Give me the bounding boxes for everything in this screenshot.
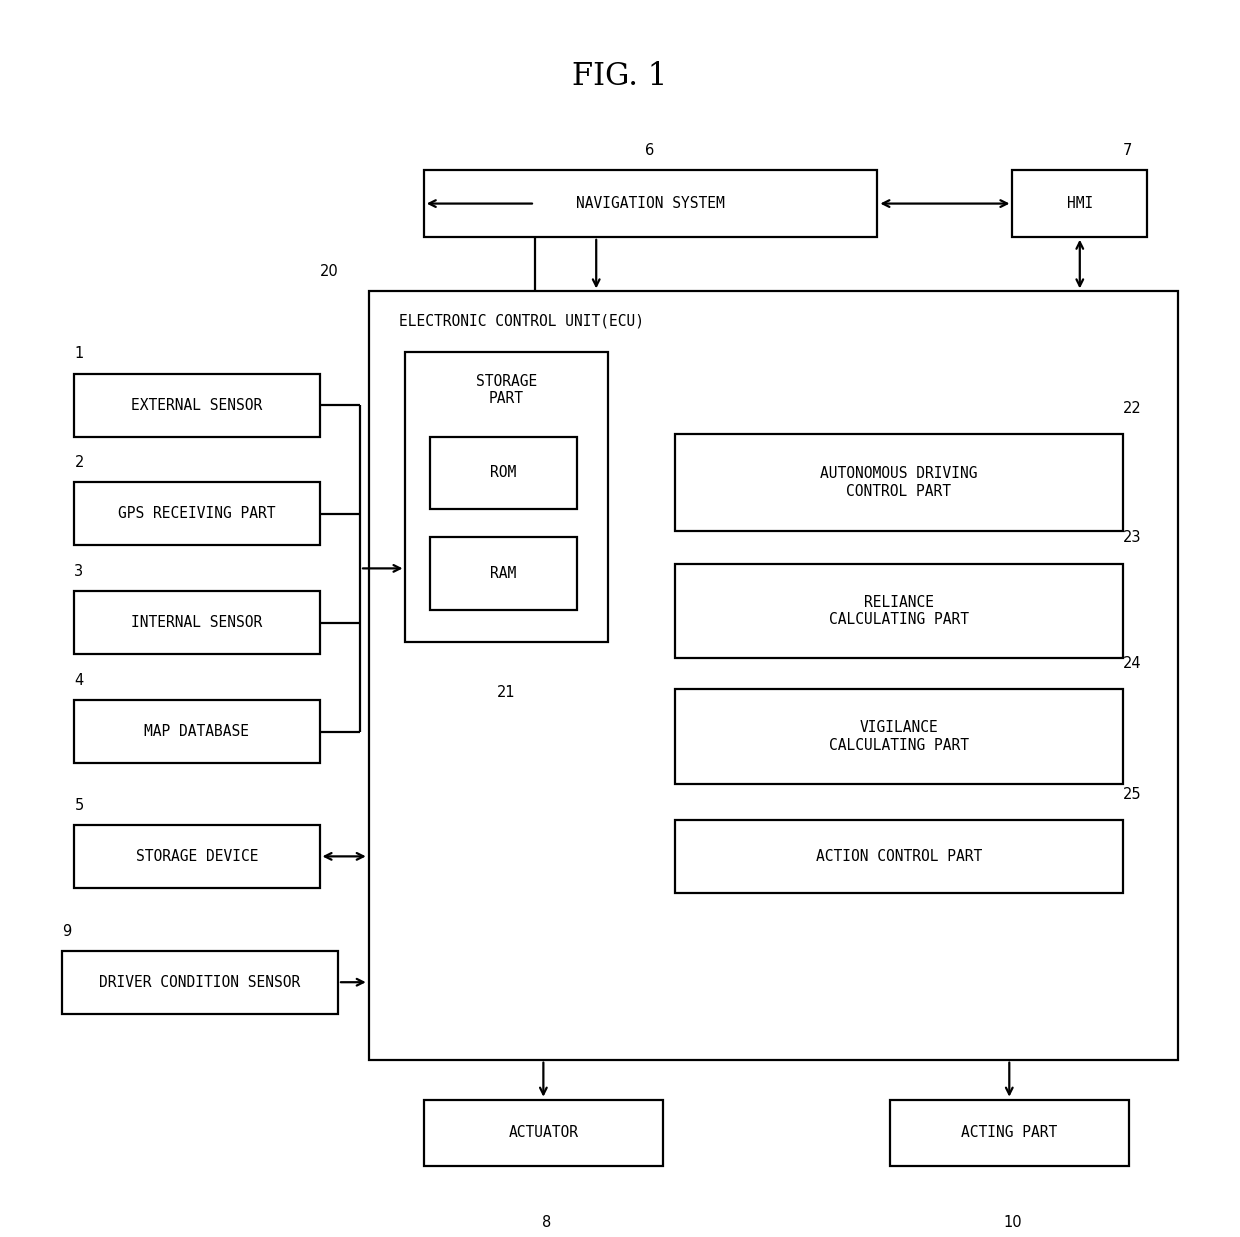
Text: 22: 22 — [1122, 401, 1142, 416]
Bar — [74, 700, 320, 763]
Text: 23: 23 — [1122, 531, 1141, 546]
Bar — [430, 537, 577, 610]
Text: ELECTRONIC CONTROL UNIT(ECU): ELECTRONIC CONTROL UNIT(ECU) — [399, 313, 645, 328]
Text: 9: 9 — [62, 924, 72, 939]
Text: 10: 10 — [1003, 1215, 1022, 1230]
Bar — [405, 351, 608, 642]
Text: MAP DATABASE: MAP DATABASE — [145, 724, 249, 740]
Text: INTERNAL SENSOR: INTERNAL SENSOR — [131, 615, 263, 631]
Text: 8: 8 — [542, 1215, 551, 1230]
Text: 7: 7 — [1122, 143, 1132, 158]
Bar — [424, 1100, 663, 1166]
Text: 24: 24 — [1122, 657, 1141, 672]
Text: RAM: RAM — [490, 565, 517, 580]
Text: VIGILANCE
CALCULATING PART: VIGILANCE CALCULATING PART — [830, 720, 968, 753]
Text: EXTERNAL SENSOR: EXTERNAL SENSOR — [131, 397, 263, 413]
Bar — [424, 171, 878, 236]
Bar — [430, 437, 577, 510]
Text: 3: 3 — [74, 564, 83, 579]
Text: DRIVER CONDITION SENSOR: DRIVER CONDITION SENSOR — [99, 975, 300, 990]
Text: RELIANCE
CALCULATING PART: RELIANCE CALCULATING PART — [830, 595, 968, 627]
Text: 4: 4 — [74, 673, 83, 688]
Text: 20: 20 — [320, 265, 339, 280]
Bar — [675, 689, 1122, 784]
Bar — [675, 564, 1122, 658]
Bar — [62, 951, 339, 1013]
Bar — [675, 434, 1122, 531]
Bar — [74, 825, 320, 888]
Text: STORAGE DEVICE: STORAGE DEVICE — [135, 849, 258, 863]
Text: GPS RECEIVING PART: GPS RECEIVING PART — [118, 506, 275, 522]
Text: AUTONOMOUS DRIVING
CONTROL PART: AUTONOMOUS DRIVING CONTROL PART — [820, 466, 977, 499]
Text: 21: 21 — [497, 684, 516, 700]
Text: ACTING PART: ACTING PART — [961, 1126, 1058, 1141]
Text: NAVIGATION SYSTEM: NAVIGATION SYSTEM — [577, 197, 725, 212]
Text: ACTUATOR: ACTUATOR — [508, 1126, 578, 1141]
Bar — [368, 291, 1178, 1060]
Text: ROM: ROM — [490, 465, 517, 480]
Bar — [74, 482, 320, 546]
Text: HMI: HMI — [1066, 197, 1092, 212]
Text: ACTION CONTROL PART: ACTION CONTROL PART — [816, 849, 982, 863]
Text: 5: 5 — [74, 798, 83, 813]
Bar — [74, 374, 320, 437]
Bar — [74, 591, 320, 654]
Bar — [890, 1100, 1128, 1166]
Bar — [1012, 171, 1147, 236]
Bar — [675, 820, 1122, 893]
Text: FIG. 1: FIG. 1 — [573, 62, 667, 93]
Text: 6: 6 — [645, 143, 653, 158]
Text: 25: 25 — [1122, 787, 1141, 802]
Text: 2: 2 — [74, 455, 84, 470]
Text: 1: 1 — [74, 346, 83, 361]
Text: STORAGE
PART: STORAGE PART — [476, 374, 537, 406]
